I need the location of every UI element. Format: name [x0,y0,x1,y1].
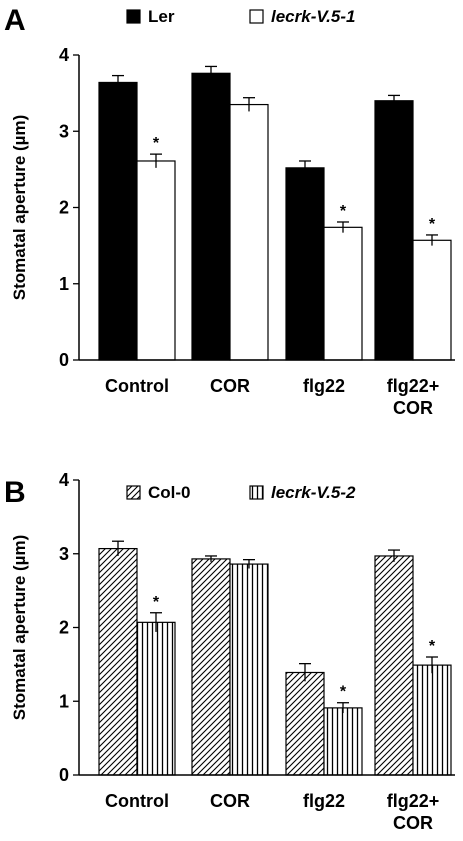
bar [136,621,176,776]
legend-label: Col-0 [148,483,191,502]
x-tick-label: Control [105,791,169,811]
bar [412,664,452,776]
y-axis-label: Stomatal aperture (µm) [10,115,29,301]
x-tick-label: Control [105,376,169,396]
bar [285,167,325,361]
y-tick-label: 1 [59,691,69,711]
legend-swatch [126,485,141,500]
bar [412,239,452,361]
bar [229,563,269,776]
y-tick-label: 4 [59,470,69,490]
bar [191,72,231,361]
y-tick-label: 2 [59,618,69,638]
y-tick-label: 0 [59,765,69,785]
x-tick-label: COR [393,398,433,418]
bar [136,160,176,361]
x-tick-label: flg22 [303,791,345,811]
legend-label: lecrk-V.5-1 [271,7,355,26]
y-tick-label: 4 [59,45,69,65]
legend-swatch [126,9,141,24]
legend-label: Ler [148,7,175,26]
x-tick-label: COR [210,376,250,396]
bar [374,555,414,776]
panel-label: A [4,4,26,37]
y-tick-label: 2 [59,198,69,218]
x-tick-label: flg22 [303,376,345,396]
y-tick-label: 0 [59,350,69,370]
significance-mark: * [340,203,347,220]
bar [98,81,138,361]
significance-mark: * [429,216,436,233]
bar [323,707,363,776]
y-tick-label: 3 [59,121,69,141]
bar [229,103,269,361]
significance-mark: * [153,135,160,152]
x-tick-label: flg22+ [387,376,440,396]
legend-label: lecrk-V.5-2 [271,483,356,502]
bar [98,547,138,776]
significance-mark: * [340,684,347,701]
x-tick-label: COR [210,791,250,811]
y-tick-label: 3 [59,544,69,564]
y-axis-label: Stomatal aperture (µm) [10,535,29,721]
x-tick-label: COR [393,813,433,833]
panel-label: B [4,476,26,509]
bar [285,671,325,776]
chart-panel-a: A Ler lecrk-V.5-1 Stomatal aperture (µm) 0 1 2… [4,4,455,418]
x-tick-label: flg22+ [387,791,440,811]
significance-mark: * [429,638,436,655]
bar [374,100,414,361]
chart-panel-b: B Col-0 lecrk-V.5-2 Stomatal aperture (µm) 0… [4,470,455,833]
bar [191,558,231,776]
bar [323,226,363,361]
legend-swatch [249,485,264,500]
legend-swatch [249,9,264,24]
y-tick-label: 1 [59,274,69,294]
significance-mark: * [153,594,160,611]
